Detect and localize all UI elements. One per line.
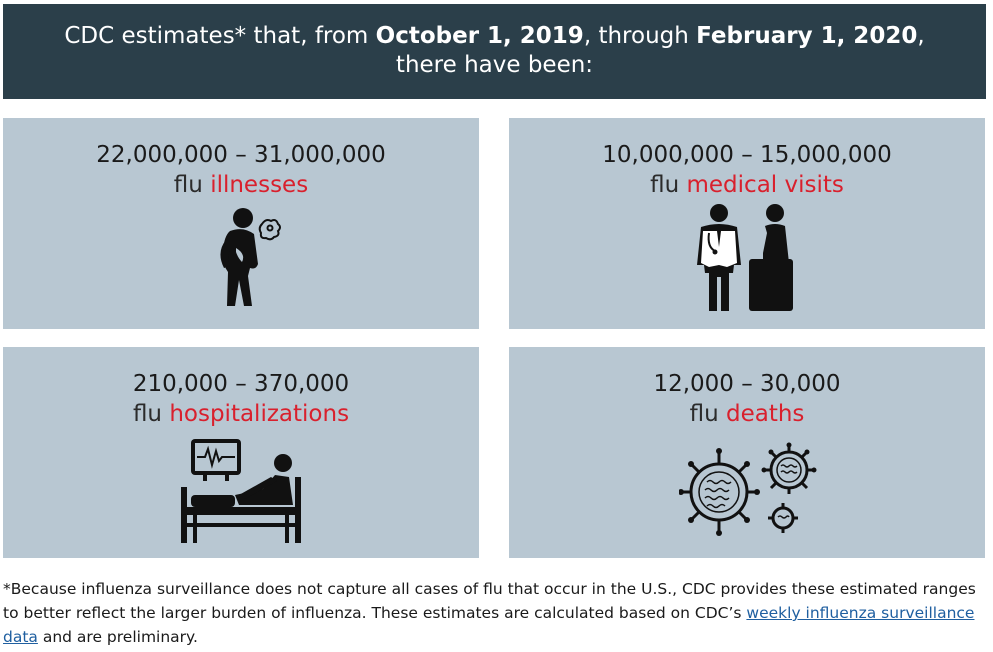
virus-icon bbox=[679, 442, 817, 536]
banner-suffix: , there have been: bbox=[395, 23, 925, 78]
stat-label: flu medical visits bbox=[509, 170, 985, 200]
stat-highlight: illnesses bbox=[210, 172, 309, 198]
banner-start-date: October 1, 2019 bbox=[375, 23, 584, 49]
stat-flu-word: flu bbox=[132, 401, 163, 427]
stat-highlight: deaths bbox=[725, 401, 805, 427]
summary-banner: CDC estimates* that, from October 1, 201… bbox=[3, 4, 986, 99]
footnote-text: *Because influenza surveillance does not… bbox=[3, 580, 976, 622]
stat-label: flu hospitalizations bbox=[3, 399, 479, 429]
stat-range: 22,000,000 – 31,000,000 bbox=[96, 142, 386, 168]
stat-range: 10,000,000 – 15,000,000 bbox=[602, 142, 892, 168]
stat-flu-word: flu bbox=[689, 401, 719, 427]
hospital-bed-icon bbox=[181, 439, 301, 543]
stat-card-medical-visits: 10,000,000 – 15,000,000 flu medical visi… bbox=[509, 118, 985, 329]
banner-end-date: February 1, 2020 bbox=[696, 23, 918, 49]
stat-card-illnesses: 22,000,000 – 31,000,000 flu illnesses bbox=[3, 118, 479, 329]
stat-label: flu deaths bbox=[509, 399, 985, 429]
banner-prefix: CDC estimates* that, from bbox=[64, 23, 376, 49]
stat-card-hospitalizations: 210,000 – 370,000 flu hospitalizations bbox=[3, 347, 479, 558]
footnote-tail: and are preliminary. bbox=[37, 628, 198, 646]
surveillance-data-link[interactable]: weekly influenza surveillance data bbox=[3, 604, 975, 646]
doctor-patient-icon bbox=[697, 204, 793, 311]
sick-person-coughing-icon bbox=[220, 208, 281, 306]
stat-label: flu illnesses bbox=[3, 170, 479, 200]
stat-flu-word: flu bbox=[173, 172, 203, 198]
footnote: *Because influenza surveillance does not… bbox=[3, 577, 988, 649]
banner-mid: , through bbox=[583, 23, 697, 49]
stat-range: 210,000 – 370,000 bbox=[132, 371, 350, 397]
stat-highlight: medical visits bbox=[686, 172, 844, 198]
stat-card-deaths: 12,000 – 30,000 flu deaths bbox=[509, 347, 985, 558]
stat-flu-word: flu bbox=[650, 172, 680, 198]
stat-highlight: hospitalizations bbox=[169, 401, 350, 427]
stat-range: 12,000 – 30,000 bbox=[653, 371, 841, 397]
